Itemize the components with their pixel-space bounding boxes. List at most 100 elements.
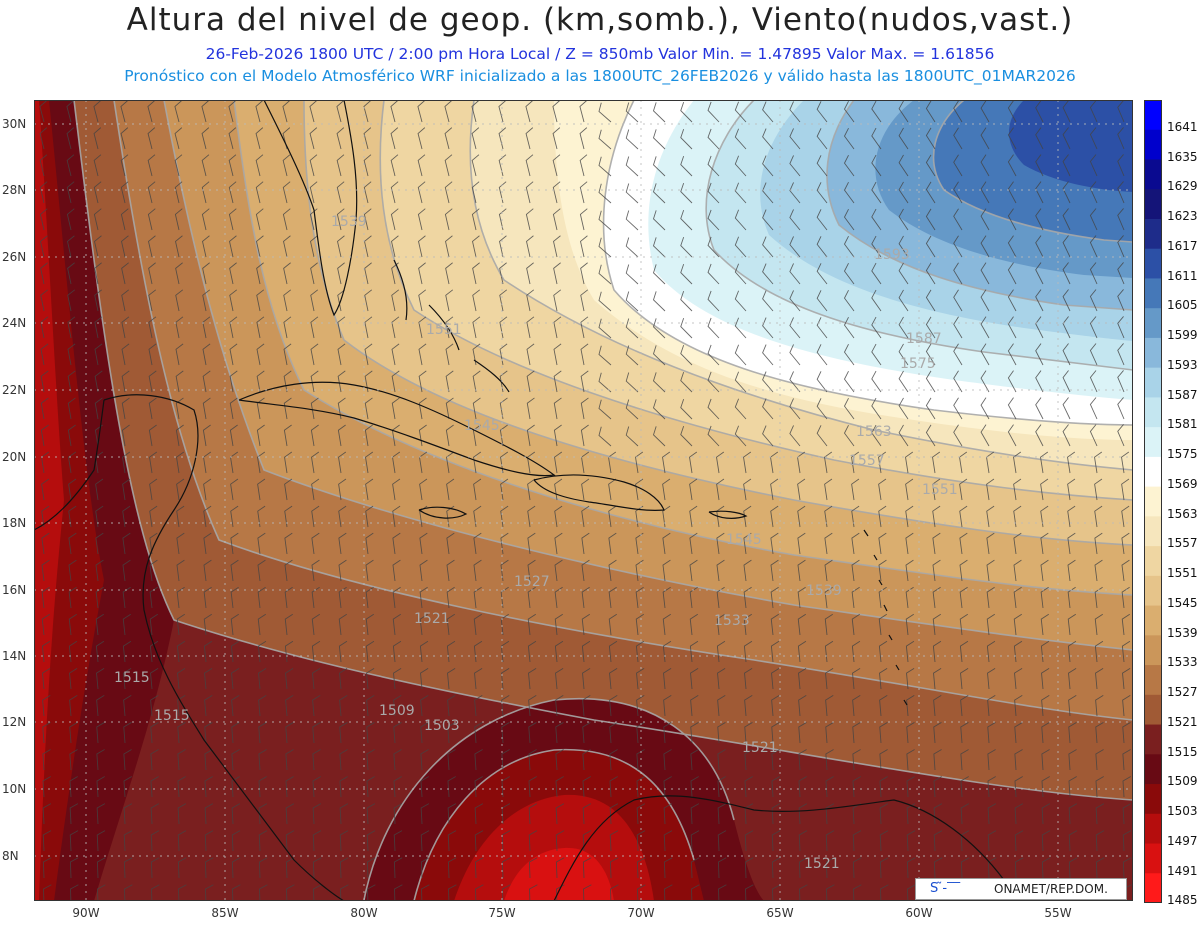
- wind-barb: [310, 316, 319, 339]
- wind-barb: [843, 181, 855, 204]
- wind-barb: [528, 830, 538, 852]
- wind-barb: [528, 722, 537, 744]
- wind-barb: [879, 667, 888, 690]
- wind-barb: [1117, 343, 1125, 366]
- wind-barb: [284, 559, 293, 582]
- wind-barb: [1035, 397, 1044, 420]
- wind-barb: [625, 210, 639, 231]
- wind-barb: [953, 316, 963, 339]
- wind-barb: [363, 127, 372, 150]
- wind-barb: [41, 505, 50, 528]
- wind-barb: [852, 695, 861, 717]
- wind-barb: [42, 857, 52, 879]
- wind-barb: [337, 397, 346, 420]
- wind-barb: [771, 667, 780, 690]
- wind-barb: [1067, 613, 1077, 636]
- wind-barb: [472, 262, 480, 285]
- wind-barb: [879, 749, 888, 771]
- wind-barb: [284, 613, 294, 636]
- wind-barb: [147, 154, 156, 177]
- colorbar-cell: [1144, 129, 1162, 160]
- wind-barb: [67, 316, 76, 339]
- colorbar-label: 1491: [1167, 863, 1198, 878]
- wind-barb: [825, 749, 834, 771]
- wind-barb: [879, 830, 889, 852]
- wind-barb: [419, 559, 428, 582]
- wind-barb: [312, 803, 322, 825]
- wind-barb: [417, 127, 426, 150]
- wind-barb: [871, 181, 882, 204]
- wind-barb: [1014, 667, 1023, 690]
- wind-barb: [471, 208, 480, 231]
- wind-barb: [284, 640, 294, 663]
- wind-barb: [284, 586, 293, 609]
- wind-barb: [734, 155, 747, 177]
- wind-barb: [1014, 695, 1023, 717]
- wind-barb: [338, 451, 347, 474]
- wind-barb: [204, 695, 213, 717]
- wind-barb: [625, 372, 639, 393]
- wind-barb: [636, 722, 645, 744]
- lon-label: 60W: [905, 906, 933, 920]
- wind-barb: [1035, 235, 1044, 258]
- wind-barb: [925, 397, 936, 420]
- colorbar-cell: [1144, 813, 1162, 845]
- wind-barb: [336, 154, 345, 177]
- wind-barb: [231, 776, 240, 798]
- wind-barb: [960, 749, 969, 771]
- wind-barb: [898, 316, 909, 339]
- wind-barb: [1013, 478, 1022, 501]
- wind-barb: [953, 370, 963, 393]
- wind-barb: [1117, 262, 1125, 285]
- wind-barb: [175, 316, 184, 339]
- wind-barb: [717, 722, 726, 744]
- wind-barb: [147, 127, 156, 150]
- wind-barb: [853, 884, 862, 901]
- wind-barb: [418, 235, 426, 258]
- wind-barb: [282, 208, 291, 231]
- wind-barb: [960, 722, 969, 744]
- colorbar-label: 1581: [1167, 417, 1198, 432]
- wind-barb: [203, 559, 212, 582]
- wind-barb: [42, 722, 51, 744]
- wind-barb: [851, 478, 860, 501]
- wind-barb: [662, 478, 671, 501]
- wind-barb: [734, 290, 747, 312]
- wind-barb: [932, 613, 942, 636]
- wind-barb: [871, 208, 882, 231]
- wind-barb: [68, 640, 78, 663]
- wind-barb: [39, 127, 48, 150]
- wind-barb: [1040, 478, 1049, 501]
- wind-barb: [789, 263, 801, 285]
- wind-barb: [417, 208, 426, 231]
- contour-label: 1521: [414, 611, 450, 627]
- lon-label: 85W: [211, 906, 239, 920]
- wind-barb: [338, 505, 347, 528]
- wind-barb: [310, 262, 318, 285]
- wind-barb: [816, 236, 828, 258]
- wind-barb: [500, 640, 510, 663]
- wind-barb: [96, 776, 105, 798]
- wind-barb: [393, 803, 403, 825]
- wind-barb: [1013, 559, 1022, 582]
- wind-barb: [228, 208, 237, 231]
- wind-barb: [662, 505, 671, 528]
- wind-barb: [445, 424, 454, 447]
- wind-barb: [338, 640, 348, 663]
- wind-barb: [680, 101, 693, 123]
- wind-barb: [1007, 343, 1017, 366]
- wind-barb: [500, 451, 509, 474]
- wind-barb: [1035, 208, 1044, 231]
- wind-barb: [257, 640, 267, 663]
- wind-barb: [652, 426, 666, 447]
- wind-barb: [310, 397, 319, 420]
- wind-barb: [229, 343, 238, 366]
- wind-barb: [717, 695, 726, 717]
- wind-barb: [283, 397, 292, 420]
- wind-barb: [555, 803, 565, 825]
- wind-barb: [420, 776, 429, 798]
- wind-barb: [392, 559, 401, 582]
- wind-barb: [552, 208, 561, 231]
- wind-barb: [762, 398, 774, 420]
- colorbar-label: 1569: [1167, 476, 1198, 491]
